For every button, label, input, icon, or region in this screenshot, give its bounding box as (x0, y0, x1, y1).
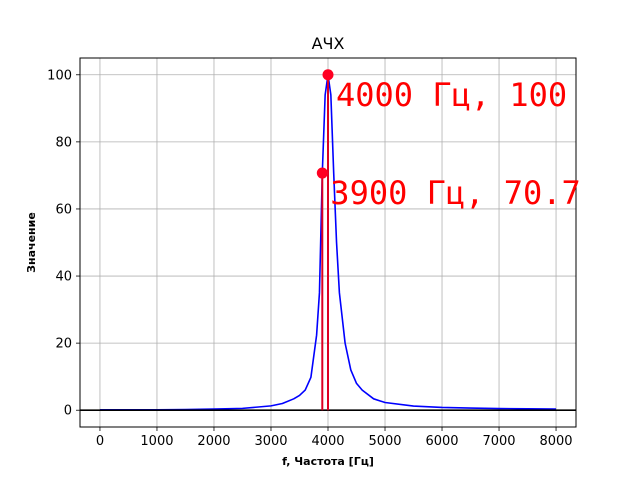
x-tick-label: 7000 (482, 434, 515, 449)
x-tick-label: 5000 (368, 434, 401, 449)
highlight-marker (316, 167, 328, 179)
y-tick-label: 60 (55, 202, 72, 217)
chart-title: АЧХ (312, 34, 345, 53)
x-tick-label: 3000 (254, 434, 287, 449)
y-tick-label: 0 (64, 404, 72, 419)
x-tick-label: 2000 (197, 434, 230, 449)
axis-ticks: 0 1000 2000 3000 4000 5000 6000 7000 8000 0 20 40 60… (47, 68, 572, 449)
x-tick-label: 4000 (311, 434, 344, 449)
y-tick-label: 20 (55, 337, 72, 352)
x-tick-label: 1000 (140, 434, 173, 449)
y-tick-label: 100 (47, 68, 72, 83)
highlight-label: 4000 Гц, 100 (336, 76, 567, 114)
x-axis-label: f, Частота [Гц] (282, 455, 374, 468)
x-tick-label: 0 (96, 434, 104, 449)
y-tick-label: 80 (55, 135, 72, 150)
y-tick-label: 40 (55, 270, 72, 285)
y-axis-label: Значение (25, 212, 38, 273)
annotations: 4000 Гц, 100 3900 Гц, 70.7 (316, 69, 581, 411)
x-tick-label: 8000 (539, 434, 572, 449)
highlight-marker (322, 69, 334, 81)
highlight-label: 3900 Гц, 70.7 (330, 174, 580, 212)
x-tick-label: 6000 (425, 434, 458, 449)
